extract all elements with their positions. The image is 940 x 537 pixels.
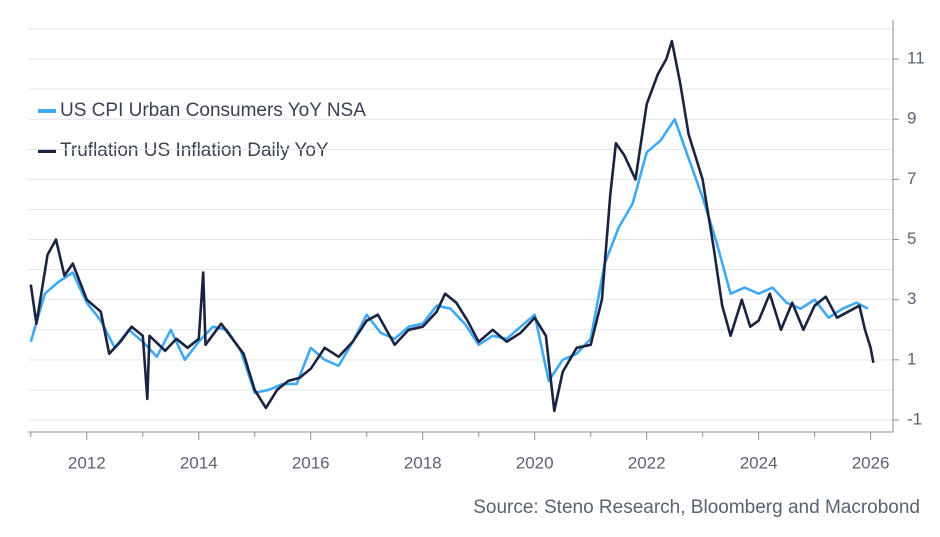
y-tick-label: 3 — [907, 289, 916, 308]
y-tick-label: 5 — [907, 229, 916, 248]
y-tick-label: 1 — [907, 349, 916, 368]
x-tick-label: 2022 — [628, 453, 666, 472]
y-tick-label: 7 — [907, 169, 916, 188]
legend: US CPI Urban Consumers YoY NSA Truflation… — [38, 100, 366, 161]
source-note: Source: Steno Research, Bloomberg and Ma… — [473, 497, 920, 518]
y-tick-label: -1 — [907, 409, 922, 428]
x-tick-label: 2018 — [404, 453, 442, 472]
x-tick-label: 2026 — [852, 453, 890, 472]
x-tick-label: 2014 — [180, 453, 218, 472]
series-line — [29, 39, 875, 413]
x-tick-label: 2012 — [68, 453, 106, 472]
y-tick-label: 9 — [907, 109, 916, 128]
series-line — [29, 117, 869, 395]
x-tick-label: 2020 — [516, 453, 554, 472]
legend-label: US CPI Urban Consumers YoY NSA — [60, 100, 366, 121]
x-tick-label: 2016 — [292, 453, 330, 472]
legend-label: Truflation US Inflation Daily YoY — [60, 140, 329, 161]
x-tick-label: 2024 — [740, 453, 778, 472]
y-tick-label: 11 — [907, 49, 925, 68]
